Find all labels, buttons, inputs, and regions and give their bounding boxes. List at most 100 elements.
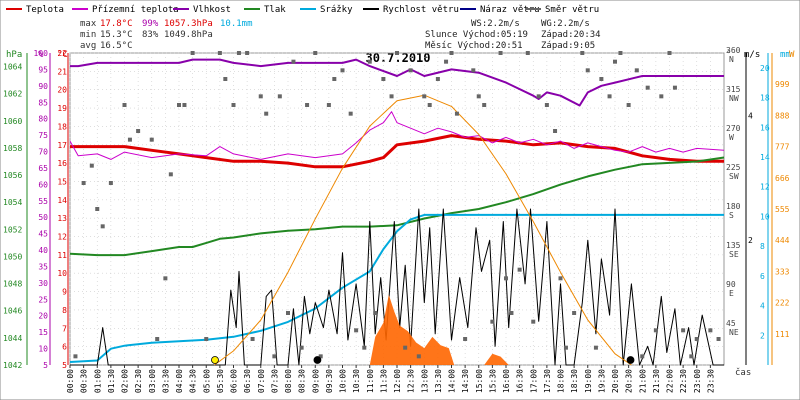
x-tick-label: 11:30 bbox=[379, 369, 388, 393]
info-moon-set: Západ:9:05 bbox=[541, 41, 595, 51]
direction-point bbox=[305, 103, 310, 107]
x-tick-label: 01:00 bbox=[93, 369, 102, 393]
direction-point bbox=[653, 328, 658, 333]
hum-tick-label: 5 bbox=[43, 361, 48, 370]
direction-point bbox=[348, 111, 353, 116]
temp-tick-label: 8 bbox=[62, 306, 67, 315]
x-tick-label: 00:30 bbox=[80, 369, 89, 393]
temp-tick-label: 10 bbox=[57, 269, 67, 278]
series-line bbox=[70, 58, 724, 107]
speed-tick-label: 4 bbox=[748, 111, 753, 120]
x-tick-label: 09:00 bbox=[311, 369, 320, 393]
direction-point bbox=[613, 59, 617, 64]
info-sun-rise: Slunce Východ:05:19 bbox=[425, 30, 528, 40]
hum-tick-label: 55 bbox=[38, 197, 48, 206]
info-moon-rise: Měsíc Východ:20:51 bbox=[425, 41, 523, 51]
rate-axis-title: W bbox=[789, 50, 795, 60]
direction-point bbox=[471, 68, 476, 73]
dir-tick-name: N bbox=[729, 55, 734, 64]
press-tick-label: 1046 bbox=[3, 307, 22, 316]
x-tick-label: 19:00 bbox=[584, 369, 593, 393]
direction-point bbox=[580, 51, 585, 55]
legend-label: Srážky bbox=[320, 5, 353, 15]
rate-tick-label: 111 bbox=[775, 330, 790, 339]
x-tick-label: 08:30 bbox=[298, 369, 307, 393]
direction-point bbox=[149, 137, 154, 142]
direction-point bbox=[204, 337, 209, 341]
direction-point bbox=[291, 59, 296, 64]
press-tick-label: 1058 bbox=[3, 144, 22, 153]
rain-tick-label: 4 bbox=[760, 302, 765, 311]
chart-title: 30.7.2010 bbox=[365, 51, 430, 65]
x-tick-label: 21:00 bbox=[638, 369, 647, 393]
direction-point bbox=[482, 103, 487, 107]
press-tick-label: 1054 bbox=[3, 198, 22, 207]
direction-point bbox=[599, 77, 604, 81]
direction-point bbox=[517, 267, 522, 272]
rain-tick-label: 6 bbox=[760, 272, 765, 281]
x-tick-label: 11:00 bbox=[366, 369, 375, 393]
dir-tick-name: NE bbox=[729, 328, 739, 337]
speed-tick-label: 2 bbox=[748, 236, 753, 245]
dir-tick-name: SE bbox=[729, 250, 739, 259]
direction-point bbox=[454, 111, 459, 116]
dir-tick-label: 315 bbox=[726, 85, 741, 94]
stats-avg-label: avg bbox=[80, 41, 96, 51]
temp-tick-label: 18 bbox=[57, 122, 67, 131]
direction-point bbox=[444, 59, 449, 64]
direction-point bbox=[422, 94, 427, 99]
direction-point bbox=[89, 163, 94, 168]
x-tick-label: 16:30 bbox=[516, 369, 525, 393]
stats-max-temp: 17.8°C bbox=[100, 19, 133, 29]
direction-point bbox=[531, 319, 536, 324]
direction-point bbox=[553, 129, 558, 133]
temp-tick-label: 6 bbox=[62, 343, 67, 352]
stats-avg-temp: 16.5°C bbox=[100, 41, 133, 51]
direction-point bbox=[708, 328, 713, 333]
rate-tick-label: 555 bbox=[775, 205, 790, 214]
x-tick-label: 16:00 bbox=[502, 369, 511, 393]
direction-point bbox=[536, 94, 541, 99]
direction-point bbox=[476, 94, 481, 99]
dir-tick-name: E bbox=[729, 289, 734, 298]
direction-point bbox=[490, 319, 495, 324]
legend-label: Rychlost větru bbox=[383, 5, 459, 15]
temp-tick-label: 20 bbox=[57, 86, 67, 95]
x-tick-label: 20:30 bbox=[625, 369, 634, 393]
legend-label: Vlhkost bbox=[193, 5, 231, 15]
direction-point bbox=[395, 51, 399, 55]
temp-tick-label: 7 bbox=[62, 324, 67, 333]
direction-point bbox=[572, 311, 577, 315]
legend-label: Teplota bbox=[26, 5, 64, 15]
direction-point bbox=[593, 345, 598, 350]
direction-point bbox=[286, 311, 290, 315]
direction-point bbox=[354, 328, 359, 333]
dir-axis-title: ° bbox=[726, 50, 731, 60]
hum-tick-label: 95 bbox=[38, 65, 48, 74]
stats-max-label: max bbox=[80, 19, 97, 29]
hum-axis-title: % bbox=[38, 50, 44, 60]
rate-tick-label: 888 bbox=[775, 111, 790, 120]
dir-tick-label: 90 bbox=[726, 280, 736, 289]
direction-point bbox=[168, 172, 173, 177]
temp-tick-label: 11 bbox=[57, 251, 67, 260]
direction-point bbox=[585, 68, 590, 73]
rain-tick-label: 20 bbox=[760, 64, 770, 73]
direction-point bbox=[563, 345, 568, 350]
stats-min-hum: 83% bbox=[142, 30, 159, 40]
hum-tick-label: 15 bbox=[38, 328, 48, 337]
rain-tick-label: 2 bbox=[760, 331, 765, 340]
direction-point bbox=[217, 51, 222, 55]
direction-point bbox=[659, 94, 664, 99]
dir-tick-label: 225 bbox=[726, 163, 741, 172]
direction-point bbox=[250, 337, 255, 341]
press-tick-label: 1048 bbox=[3, 280, 22, 289]
x-tick-label: 18:30 bbox=[570, 369, 579, 393]
x-tick-label: 02:30 bbox=[134, 369, 143, 393]
x-tick-label: 10:00 bbox=[339, 369, 348, 393]
hum-tick-label: 30 bbox=[38, 279, 48, 288]
rate-tick-label: 222 bbox=[775, 299, 790, 308]
direction-point bbox=[626, 103, 631, 107]
x-tick-label: 06:00 bbox=[230, 369, 239, 393]
